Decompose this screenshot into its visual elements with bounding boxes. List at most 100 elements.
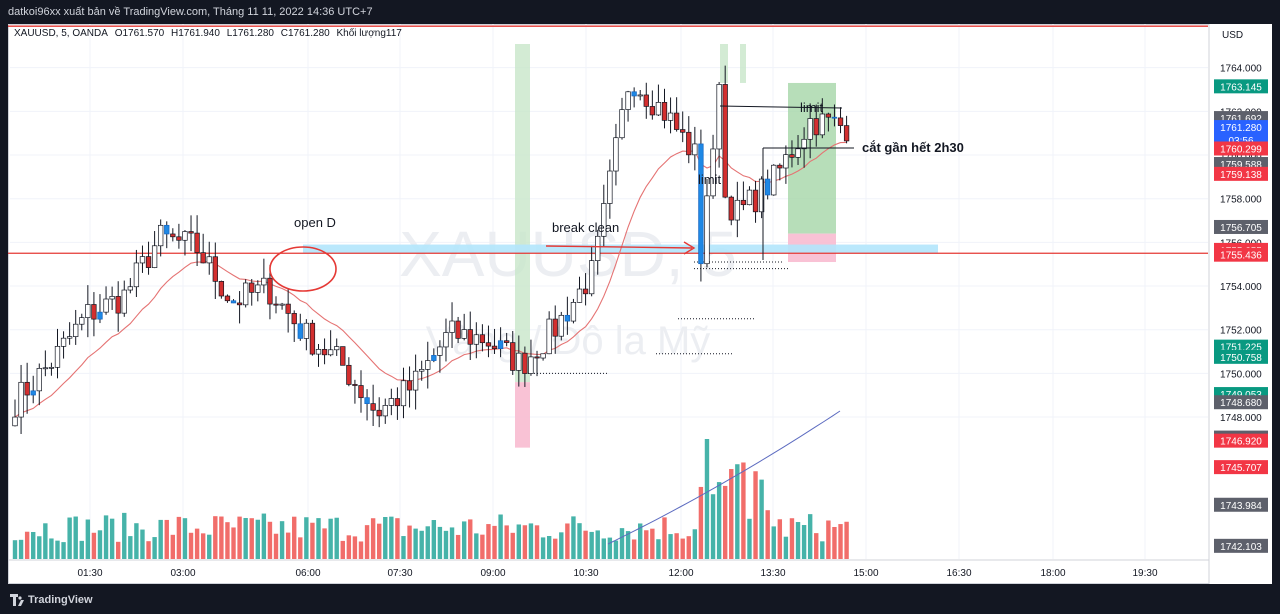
volume-bar	[213, 516, 218, 559]
candle-body	[673, 112, 680, 130]
volume-bar	[565, 523, 570, 559]
candle-body	[819, 113, 825, 136]
volume-bar	[546, 536, 552, 559]
chart-canvas[interactable]: XAUUSD, 5 Vàng / Đô la Mỹ open D break c…	[8, 24, 1272, 584]
candle-body	[425, 360, 431, 370]
volume-bar	[273, 533, 279, 559]
volume-bars	[12, 439, 849, 559]
volume-bar	[486, 524, 491, 559]
break-arrow-line	[545, 245, 693, 249]
candle-body	[546, 318, 552, 355]
candle-body	[249, 282, 255, 293]
y-tick-label: 1752.000	[1220, 326, 1262, 337]
candle-body	[807, 118, 813, 140]
candle-body	[710, 148, 716, 197]
ohlc-low: L1761.280	[226, 28, 274, 39]
volume-bar	[194, 528, 200, 559]
candle-body	[485, 342, 492, 347]
position-zones	[303, 44, 938, 448]
watermark: XAUUSD, 5 Vàng / Đô la Mỹ	[399, 218, 737, 363]
candle-body	[734, 199, 740, 221]
candle-body	[79, 317, 85, 325]
volume-bar	[577, 523, 582, 559]
volume-bar	[765, 510, 770, 559]
candle-body	[109, 296, 115, 300]
price-tag	[1214, 395, 1268, 410]
annotation-limit-left: limit	[698, 172, 721, 187]
price-tag	[1214, 79, 1268, 94]
candle-body	[692, 143, 698, 156]
candle-body	[795, 148, 801, 158]
candle-body	[686, 131, 692, 156]
y-tick-label: 1760.000	[1220, 151, 1262, 162]
candle-body	[273, 303, 279, 306]
candle-body	[200, 252, 206, 264]
candle-body	[607, 170, 613, 204]
long-profit-zone-2	[720, 44, 728, 83]
candle-body	[443, 332, 449, 348]
price-tag-label: 1745.707	[1220, 463, 1262, 474]
volume-bar	[625, 531, 631, 559]
candle-body	[843, 125, 850, 142]
candle-body	[291, 313, 297, 325]
volume-bar	[12, 540, 18, 559]
volume-bar	[510, 532, 515, 559]
candle-body	[261, 277, 267, 286]
volume-bar	[783, 536, 789, 559]
symbol-name[interactable]: XAUUSD, 5, OANDA	[14, 28, 108, 39]
volume-bar	[443, 530, 449, 559]
volume-bar	[668, 534, 673, 559]
candle-body	[30, 390, 36, 396]
volume-bar	[370, 518, 376, 559]
volume-bar	[298, 537, 303, 559]
candle-body	[558, 314, 564, 337]
candle-body	[716, 84, 722, 150]
candle-body	[321, 349, 328, 356]
candle-body	[595, 235, 601, 261]
volume-bar	[334, 517, 339, 559]
volume-bar	[656, 539, 661, 559]
candle-body	[619, 109, 625, 139]
candle-body	[431, 355, 437, 361]
volume-bar	[516, 524, 522, 559]
volume-bar	[534, 525, 540, 559]
price-tag	[1214, 538, 1268, 553]
y-tick-label: 1754.000	[1220, 282, 1262, 293]
candle-body	[758, 178, 765, 213]
volume-bar	[377, 523, 382, 559]
volume-bar	[128, 536, 133, 559]
candle-body	[382, 405, 388, 417]
candle-body	[564, 314, 571, 322]
candle-body	[91, 304, 97, 320]
volume-bar	[267, 521, 273, 559]
chart-frame	[8, 24, 1272, 584]
volume-bar	[419, 530, 424, 559]
candle-body	[722, 84, 728, 198]
candle-body	[346, 364, 352, 385]
candle-body	[60, 337, 67, 347]
candle-body	[309, 322, 316, 355]
candle-body	[704, 195, 710, 265]
candle-body	[303, 322, 310, 339]
x-tick-label: 15:00	[853, 568, 878, 579]
x-tick-label: 06:00	[295, 568, 320, 579]
x-tick-label: 13:30	[760, 568, 785, 579]
long-profit-zone	[515, 44, 530, 383]
candles	[12, 65, 850, 434]
x-tick-label: 16:30	[946, 568, 971, 579]
candle-body	[461, 329, 467, 339]
candle-body	[388, 398, 394, 406]
volume-bar	[589, 531, 594, 559]
candle-body	[315, 349, 322, 355]
candle-body	[376, 409, 382, 417]
candle-body	[534, 356, 540, 359]
volume-bar	[358, 541, 364, 559]
candle-body	[66, 336, 73, 339]
candle-body	[97, 311, 103, 320]
volume-bar	[279, 521, 285, 559]
volume-bar	[729, 469, 734, 559]
volume-bar	[364, 525, 370, 559]
volume-bar	[838, 524, 843, 559]
candle-body	[491, 345, 498, 350]
volume-bar	[674, 533, 679, 559]
